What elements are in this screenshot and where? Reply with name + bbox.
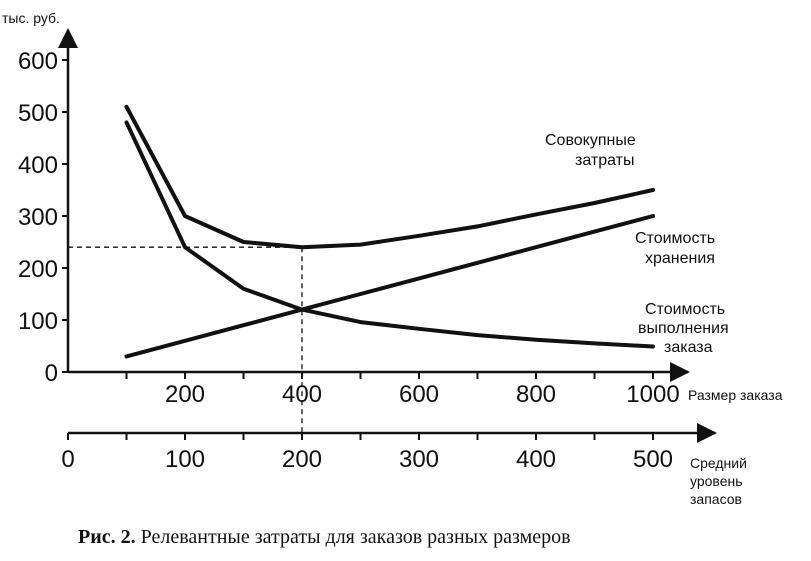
y-tick-label: 200 bbox=[18, 256, 58, 283]
figure-caption: Рис. 2. Релевантные затраты для заказов … bbox=[78, 526, 571, 548]
series-line-total-cost bbox=[124, 104, 655, 250]
x2-tick-label: 200 bbox=[282, 446, 322, 473]
x-tick-label: 1000 bbox=[626, 381, 679, 408]
x-axis-secondary-label: Средний уровень запасов bbox=[690, 455, 751, 507]
y-tick-label: 500 bbox=[18, 100, 58, 127]
series-label-line: затраты bbox=[575, 152, 634, 169]
y-axis-label: тыс. руб. bbox=[2, 10, 60, 26]
series-label-line: Совокупные bbox=[545, 132, 636, 149]
x2-tick-label: 400 bbox=[516, 446, 556, 473]
x2-tick-label: 100 bbox=[165, 446, 205, 473]
x-axis-primary-label: Размер заказа bbox=[688, 387, 783, 403]
series-label-holding: Стоимость хранения bbox=[635, 230, 720, 267]
x-axis-secondary-label-line: запасов bbox=[690, 491, 742, 507]
x2-tick-label: 500 bbox=[633, 446, 673, 473]
series-line-ordering-cost bbox=[124, 120, 655, 349]
y-tick-label: 0 bbox=[45, 360, 58, 387]
x-tick-label: 200 bbox=[165, 381, 205, 408]
caption-text: Релевантные затраты для заказов разных р… bbox=[136, 526, 571, 548]
series-label-line: Стоимость bbox=[645, 301, 725, 318]
x-tick-label: 800 bbox=[516, 381, 556, 408]
y-tick-label: 100 bbox=[18, 308, 58, 335]
x2-tick-label: 0 bbox=[61, 446, 74, 473]
series-line-holding-cost bbox=[124, 214, 655, 359]
y-tick-label: 300 bbox=[18, 204, 58, 231]
x-tick-label: 600 bbox=[399, 381, 439, 408]
y-tick-label: 600 bbox=[18, 48, 58, 75]
series-label-line: заказа bbox=[664, 339, 713, 356]
series-label-line: выполнения bbox=[638, 320, 729, 337]
x2-tick-label: 300 bbox=[399, 446, 439, 473]
caption-prefix: Рис. 2. bbox=[78, 526, 136, 548]
x-axis-secondary-label-line: Средний bbox=[690, 455, 747, 471]
y-tick-label: 400 bbox=[18, 152, 58, 179]
series-label-line: хранения bbox=[645, 250, 715, 267]
series-label-total: Совокупные затраты bbox=[545, 132, 640, 169]
series-label-line: Стоимость bbox=[635, 230, 715, 247]
x-axis-secondary-label-line: уровень bbox=[690, 473, 743, 489]
series-label-ordering: Стоимость выполнения заказа bbox=[638, 301, 733, 356]
